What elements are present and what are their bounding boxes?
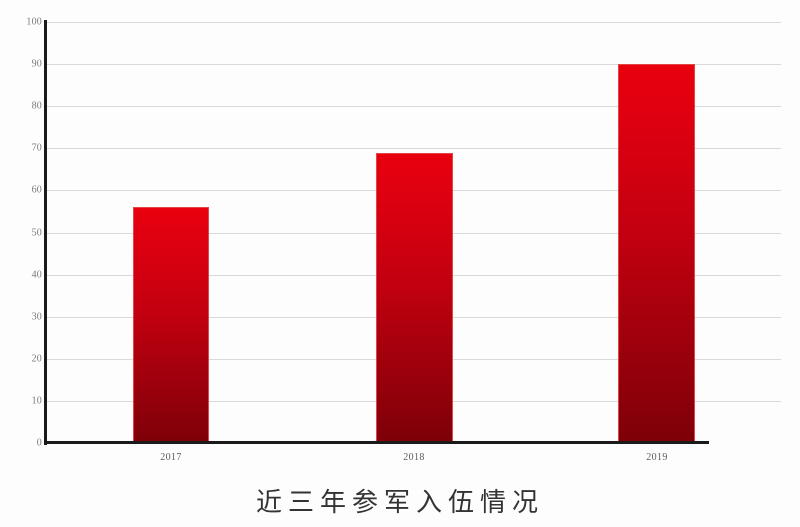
x-tick-2018: 2018	[403, 452, 425, 463]
y-tick-100: 100	[26, 16, 42, 28]
y-tick-30: 30	[31, 311, 42, 323]
bar-2018[interactable]	[376, 152, 453, 443]
y-axis-tick-labels: 100 90 80 70 60 50 40 30 20 10 0	[0, 0, 42, 527]
bar-2017[interactable]	[133, 207, 209, 443]
chart-title: 近三年参军入伍情况	[255, 488, 544, 517]
y-tick-0: 0	[36, 437, 42, 449]
y-axis-line	[44, 20, 47, 445]
y-tick-20: 20	[31, 353, 42, 365]
y-tick-80: 80	[31, 100, 42, 112]
gridline-90	[46, 64, 781, 66]
gridline-100	[46, 22, 781, 23]
x-tick-2019: 2019	[646, 452, 668, 463]
y-tick-40: 40	[31, 269, 42, 281]
gridline-80	[46, 106, 781, 108]
y-tick-60: 60	[31, 184, 42, 196]
bars-layer	[46, 22, 781, 443]
bar-2019[interactable]	[618, 64, 695, 443]
x-axis-line	[44, 441, 709, 444]
x-tick-2017: 2017	[160, 452, 182, 463]
y-tick-10: 10	[31, 395, 42, 407]
y-tick-90: 90	[31, 58, 42, 70]
y-tick-50: 50	[31, 227, 42, 238]
gridline-70	[46, 148, 781, 150]
y-tick-70: 70	[31, 142, 42, 154]
